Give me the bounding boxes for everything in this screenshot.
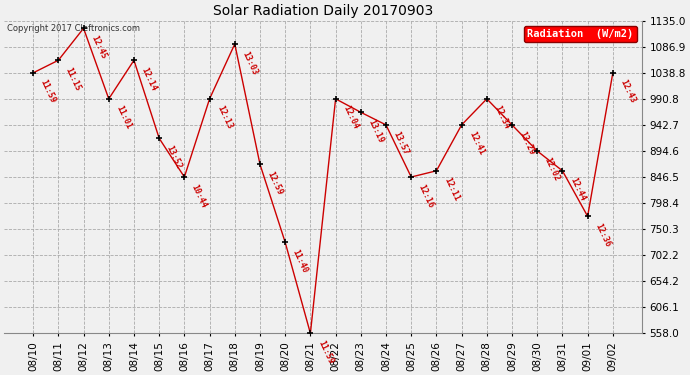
Text: 13:29: 13:29 bbox=[518, 130, 536, 157]
Text: 12:41: 12:41 bbox=[467, 130, 486, 157]
Text: 13:19: 13:19 bbox=[366, 118, 385, 144]
Text: 12:16: 12:16 bbox=[417, 183, 435, 209]
Text: 11:15: 11:15 bbox=[64, 66, 83, 92]
Text: 12:59: 12:59 bbox=[266, 170, 284, 196]
Text: 11:59: 11:59 bbox=[39, 78, 57, 105]
Text: 12:11: 12:11 bbox=[442, 176, 461, 203]
Text: 12:14: 12:14 bbox=[139, 66, 158, 92]
Text: Copyright 2017 Cleftronics.com: Copyright 2017 Cleftronics.com bbox=[8, 24, 140, 33]
Text: 11:40: 11:40 bbox=[290, 248, 310, 274]
Text: 12:45: 12:45 bbox=[89, 34, 108, 60]
Text: 13:52: 13:52 bbox=[165, 144, 184, 170]
Text: 12:44: 12:44 bbox=[568, 176, 586, 203]
Text: 12:13: 12:13 bbox=[215, 104, 234, 131]
Title: Solar Radiation Daily 20170903: Solar Radiation Daily 20170903 bbox=[213, 4, 433, 18]
Text: 12:04: 12:04 bbox=[341, 104, 360, 131]
Text: 12:36: 12:36 bbox=[593, 222, 612, 248]
Text: 12:34: 12:34 bbox=[493, 104, 511, 131]
Text: 11:01: 11:01 bbox=[115, 104, 133, 131]
Text: 13:03: 13:03 bbox=[240, 50, 259, 76]
Text: 13:57: 13:57 bbox=[391, 130, 411, 157]
Legend: Radiation  (W/m2): Radiation (W/m2) bbox=[524, 26, 637, 42]
Text: 11:59: 11:59 bbox=[316, 339, 335, 365]
Text: 12:02: 12:02 bbox=[543, 156, 562, 183]
Text: 12:43: 12:43 bbox=[618, 78, 637, 105]
Text: 10:44: 10:44 bbox=[190, 183, 208, 209]
